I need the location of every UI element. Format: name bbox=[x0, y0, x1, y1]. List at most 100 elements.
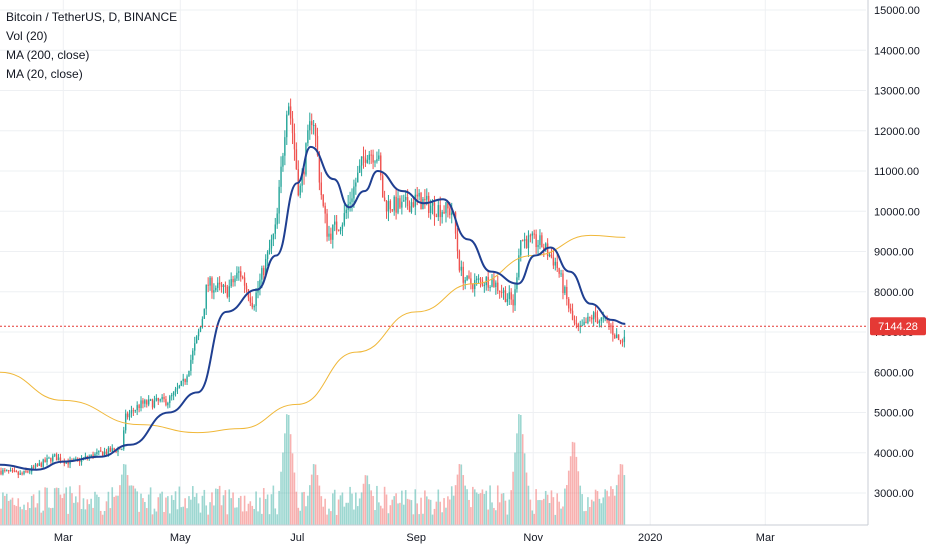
volume-bar bbox=[107, 491, 110, 525]
symbol-title[interactable]: Bitcoin / TetherUS, D, BINANCE bbox=[6, 10, 178, 24]
candle-body bbox=[184, 378, 186, 383]
candle-body bbox=[293, 133, 296, 150]
candle-body bbox=[541, 235, 543, 248]
indicator-volume[interactable]: Vol (20) bbox=[6, 29, 48, 43]
volume-bar bbox=[519, 415, 522, 525]
time-tick-label: Mar bbox=[54, 532, 73, 544]
volume-bar bbox=[65, 487, 68, 525]
candle-body bbox=[556, 261, 558, 269]
candle-body bbox=[418, 192, 420, 197]
candle-body bbox=[424, 199, 426, 201]
volume-bar bbox=[115, 495, 117, 525]
volume-bar bbox=[548, 502, 551, 525]
volume-bar bbox=[479, 493, 482, 525]
candle-body bbox=[201, 318, 204, 328]
volume-bar bbox=[75, 496, 77, 525]
last-price-badge-bg bbox=[870, 317, 926, 336]
price-axis[interactable]: 15000.00 14000.00 13000.00 12000.00 11000.00… bbox=[874, 5, 920, 500]
volume-bar bbox=[470, 507, 472, 525]
volume-bar bbox=[376, 485, 378, 525]
chart-legend: Bitcoin / TetherUS, D, BINANCE Vol (20) … bbox=[6, 8, 177, 84]
volume-bar bbox=[489, 485, 491, 525]
candle-body bbox=[218, 282, 221, 285]
candle-body bbox=[136, 405, 138, 411]
indicator-ma200[interactable]: MA (200, close) bbox=[6, 48, 90, 62]
volume-bar bbox=[30, 495, 33, 525]
volume-bar bbox=[293, 472, 296, 525]
volume-bar bbox=[76, 502, 79, 525]
candle-body bbox=[98, 450, 100, 453]
candle-body bbox=[217, 282, 219, 288]
candle-body bbox=[339, 228, 342, 231]
volume-bar bbox=[496, 485, 499, 525]
volume-bar bbox=[328, 508, 330, 525]
volume-bar bbox=[57, 487, 60, 525]
candle-body bbox=[205, 284, 207, 309]
candle-body bbox=[243, 277, 246, 286]
volume-bar bbox=[305, 506, 307, 525]
candle-body bbox=[539, 235, 541, 246]
volume-bar bbox=[40, 512, 43, 525]
candle-body bbox=[130, 410, 133, 414]
candle-body bbox=[451, 212, 453, 216]
volume-bar bbox=[138, 511, 140, 525]
volume-bar bbox=[322, 506, 325, 525]
volume-bar bbox=[320, 496, 323, 525]
volume-bar bbox=[274, 508, 277, 525]
volume-bar bbox=[521, 434, 524, 525]
candle-body bbox=[460, 266, 463, 271]
candle-body bbox=[332, 224, 334, 240]
candle-body bbox=[326, 213, 328, 237]
volume-bar bbox=[556, 493, 559, 525]
volume-bar bbox=[111, 487, 114, 525]
volume-bar bbox=[224, 490, 227, 525]
candle-body bbox=[111, 448, 113, 452]
volume-bar bbox=[606, 490, 608, 525]
volume-bar bbox=[487, 509, 489, 525]
candle-body bbox=[406, 197, 409, 207]
candle-body bbox=[32, 466, 35, 468]
volume-bar bbox=[230, 498, 232, 525]
candle-body bbox=[362, 156, 365, 159]
candle-body bbox=[495, 282, 497, 288]
indicator-ma20[interactable]: MA (20, close) bbox=[6, 67, 83, 81]
candle-body bbox=[288, 106, 290, 115]
volume-bar bbox=[567, 470, 570, 525]
candle-body bbox=[282, 155, 284, 167]
volume-bar bbox=[78, 485, 81, 525]
volume-bar bbox=[163, 511, 165, 525]
candle-body bbox=[67, 461, 69, 465]
candle-body bbox=[431, 202, 434, 206]
volume-bar bbox=[182, 506, 185, 525]
volume-bar bbox=[370, 490, 372, 525]
candle-body bbox=[253, 305, 255, 308]
volume-bar bbox=[174, 491, 177, 525]
volume-bar bbox=[523, 453, 526, 525]
candle-body bbox=[416, 194, 418, 197]
volume-bar bbox=[473, 489, 476, 525]
candle-body bbox=[169, 396, 171, 403]
candle-body bbox=[142, 400, 144, 404]
candle-body bbox=[230, 279, 232, 287]
volume-bar bbox=[512, 471, 514, 525]
candle-body bbox=[589, 316, 591, 318]
candle-body bbox=[521, 240, 524, 242]
candle-body bbox=[610, 325, 612, 328]
price-tick-label: 12000.00 bbox=[874, 126, 920, 138]
candle-body bbox=[357, 172, 359, 183]
candle-body bbox=[529, 235, 532, 237]
volume-bar bbox=[270, 494, 273, 525]
candle-body bbox=[105, 451, 108, 455]
volume-bar bbox=[452, 495, 455, 525]
volume-bar bbox=[251, 505, 254, 525]
candle-body bbox=[11, 470, 14, 472]
candle-body bbox=[512, 299, 514, 306]
candle-body bbox=[502, 290, 505, 293]
candle-body bbox=[146, 400, 148, 405]
time-axis[interactable]: Mar May Jul Sep Nov 2020 Mar bbox=[54, 532, 775, 544]
candle-body bbox=[523, 239, 526, 241]
volume-bar bbox=[272, 485, 275, 525]
volume-bar bbox=[149, 487, 152, 525]
candle-body bbox=[349, 201, 351, 204]
